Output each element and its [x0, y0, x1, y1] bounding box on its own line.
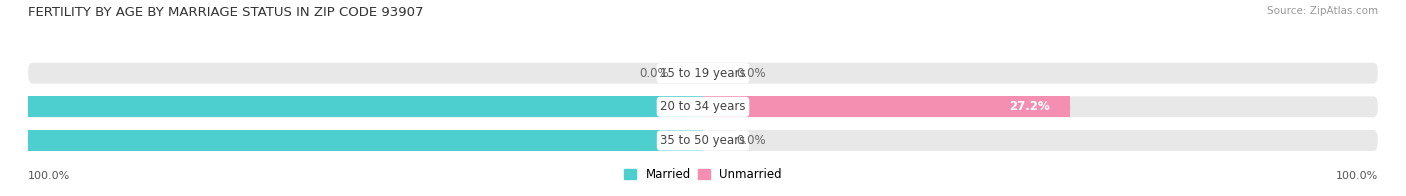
Bar [0, 130, 703, 151]
Text: 0.0%: 0.0% [737, 134, 766, 147]
Bar [0, 96, 703, 117]
Text: 0.0%: 0.0% [640, 67, 669, 80]
Text: FERTILITY BY AGE BY MARRIAGE STATUS IN ZIP CODE 93907: FERTILITY BY AGE BY MARRIAGE STATUS IN Z… [28, 6, 423, 19]
FancyBboxPatch shape [28, 130, 1378, 151]
Legend: Married, Unmarried: Married, Unmarried [620, 164, 786, 186]
Text: 100.0%: 100.0% [28, 171, 70, 181]
FancyBboxPatch shape [28, 63, 1378, 83]
Wedge shape [1066, 96, 1070, 117]
Text: Source: ZipAtlas.com: Source: ZipAtlas.com [1267, 6, 1378, 16]
Text: 27.2%: 27.2% [1010, 100, 1050, 113]
Text: 35 to 50 years: 35 to 50 years [661, 134, 745, 147]
Text: 100.0%: 100.0% [1336, 171, 1378, 181]
Bar [1066, 96, 1070, 117]
FancyBboxPatch shape [28, 96, 1378, 117]
Bar [703, 96, 1070, 117]
Text: 0.0%: 0.0% [737, 67, 766, 80]
Text: 20 to 34 years: 20 to 34 years [661, 100, 745, 113]
Text: 15 to 19 years: 15 to 19 years [661, 67, 745, 80]
